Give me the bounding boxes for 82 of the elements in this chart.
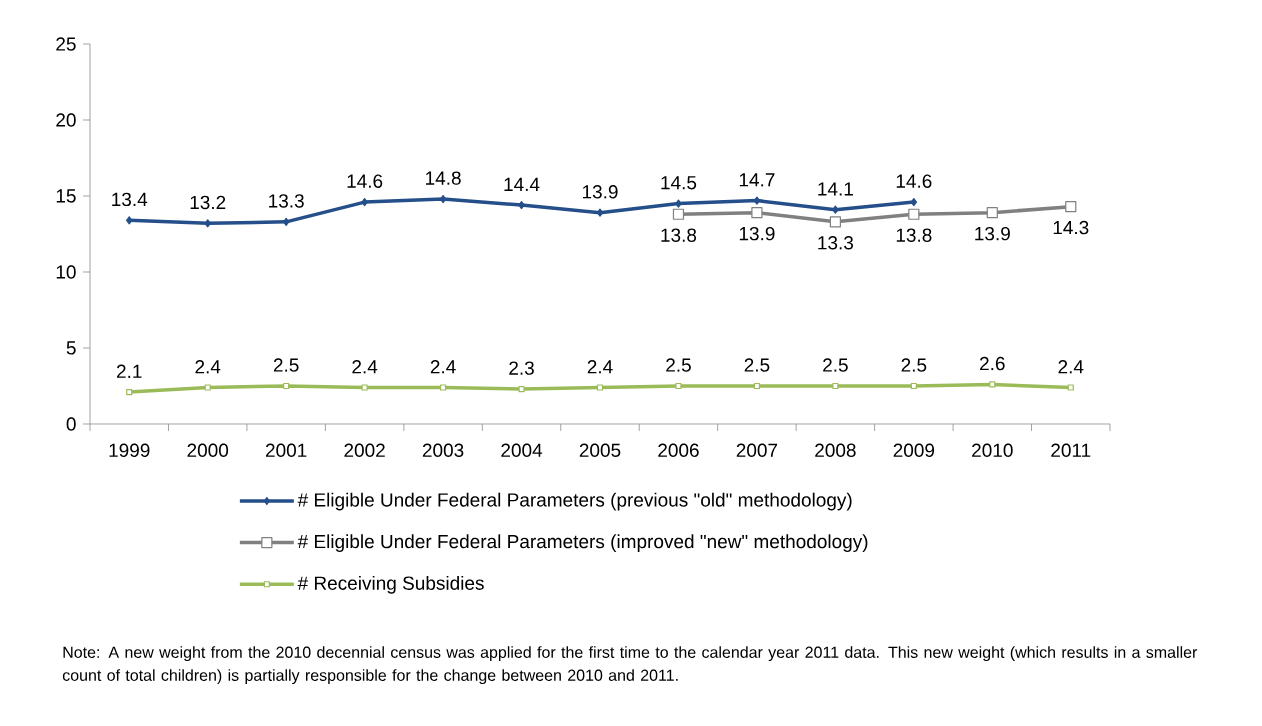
point xyxy=(910,382,917,390)
data-label: 2.5 xyxy=(273,358,299,372)
data-label: 14.4 xyxy=(504,177,540,191)
point xyxy=(675,382,682,390)
data-label: 2.4 xyxy=(430,360,456,374)
data-label: 2.4 xyxy=(352,360,378,374)
text: Note: A new weight from the 2010 decennial census was applied for the first time to the calendar year 2011 data. This new weight (which results in a smaller count of total children) is partially responsible for the change between 2010 and 2011. xyxy=(62,646,1198,685)
y-tick-label: 15 xyxy=(56,189,76,203)
point xyxy=(126,388,133,396)
point xyxy=(832,205,839,214)
point xyxy=(751,207,763,219)
data-label: 2.6 xyxy=(980,356,1005,371)
y-tick-label: 0 xyxy=(66,417,76,431)
data-label: 2.3 xyxy=(509,361,534,375)
point xyxy=(832,382,839,390)
point xyxy=(361,384,368,391)
data-label: 14.6 xyxy=(896,174,932,188)
data-label: 14.5 xyxy=(661,176,697,190)
point xyxy=(989,381,996,388)
data-label: 2.5 xyxy=(666,358,691,372)
data-label: 13.9 xyxy=(975,226,1010,241)
data-label: 14.6 xyxy=(347,174,383,188)
x-tick-label: 2008 xyxy=(815,443,856,457)
point xyxy=(596,208,604,217)
data-label: 2.5 xyxy=(823,358,848,372)
x-tick-label: 2003 xyxy=(422,443,464,457)
point xyxy=(910,197,918,207)
data-label: 13.3 xyxy=(818,236,854,250)
point xyxy=(596,384,604,391)
data-label: 2.5 xyxy=(901,358,927,372)
data-label: 14.3 xyxy=(1053,220,1089,235)
y-tick-label: 20 xyxy=(56,113,76,127)
data-label: 13.8 xyxy=(896,228,932,242)
data-label: 2.5 xyxy=(744,358,770,372)
point xyxy=(204,219,211,228)
data-label: 14.7 xyxy=(739,173,775,187)
data-label: 13.8 xyxy=(661,228,697,242)
data-label: 2.4 xyxy=(587,360,613,374)
point xyxy=(1067,384,1074,391)
point xyxy=(829,216,841,228)
x-tick-label: 2005 xyxy=(579,443,621,457)
point xyxy=(518,201,525,210)
point xyxy=(908,208,920,220)
x-tick-label: 2006 xyxy=(658,443,699,457)
x-tick-label: 2002 xyxy=(344,443,385,457)
point xyxy=(439,384,447,391)
x-tick-label: 2007 xyxy=(736,443,778,457)
x-tick-label: 2011 xyxy=(1051,443,1091,457)
point xyxy=(675,199,682,208)
point xyxy=(1065,201,1077,213)
data-label: 2.4 xyxy=(195,360,221,374)
data-label: 13.4 xyxy=(112,192,148,207)
data-label: 14.1 xyxy=(818,182,853,196)
data-label: 13.3 xyxy=(269,194,304,208)
x-tick-label: 2004 xyxy=(501,443,543,457)
x-tick-label: 2009 xyxy=(893,443,935,457)
data-label: 13.9 xyxy=(582,185,618,199)
y-tick-label: 25 xyxy=(56,37,76,51)
legend-label: # Eligible Under Federal Parameters (improved "new" methodology) xyxy=(297,534,868,553)
x-tick-label: 2001 xyxy=(265,443,307,457)
point xyxy=(126,216,133,225)
point xyxy=(986,207,998,219)
data-label: 2.1 xyxy=(116,364,142,378)
point xyxy=(204,384,211,391)
data-label: 13.2 xyxy=(190,195,226,210)
legend-label: # Eligible Under Federal Parameters (previous "old" methodology) xyxy=(297,492,852,511)
x-tick-label: 1999 xyxy=(109,443,150,457)
x-tick-label: 2010 xyxy=(972,443,1013,457)
data-label: 14.8 xyxy=(426,171,461,185)
point xyxy=(283,382,290,390)
point xyxy=(361,197,368,207)
point xyxy=(439,194,447,204)
x-tick-label: 2000 xyxy=(187,443,229,457)
point xyxy=(672,208,685,220)
legend-label: # Receiving Subsidies xyxy=(297,575,484,594)
point xyxy=(518,385,525,393)
y-tick-label: 5 xyxy=(66,341,76,355)
data-label: 13.9 xyxy=(739,226,775,241)
point xyxy=(282,217,290,226)
point xyxy=(753,382,761,390)
data-label: 2.4 xyxy=(1058,360,1084,374)
y-tick-label: 10 xyxy=(56,265,76,279)
